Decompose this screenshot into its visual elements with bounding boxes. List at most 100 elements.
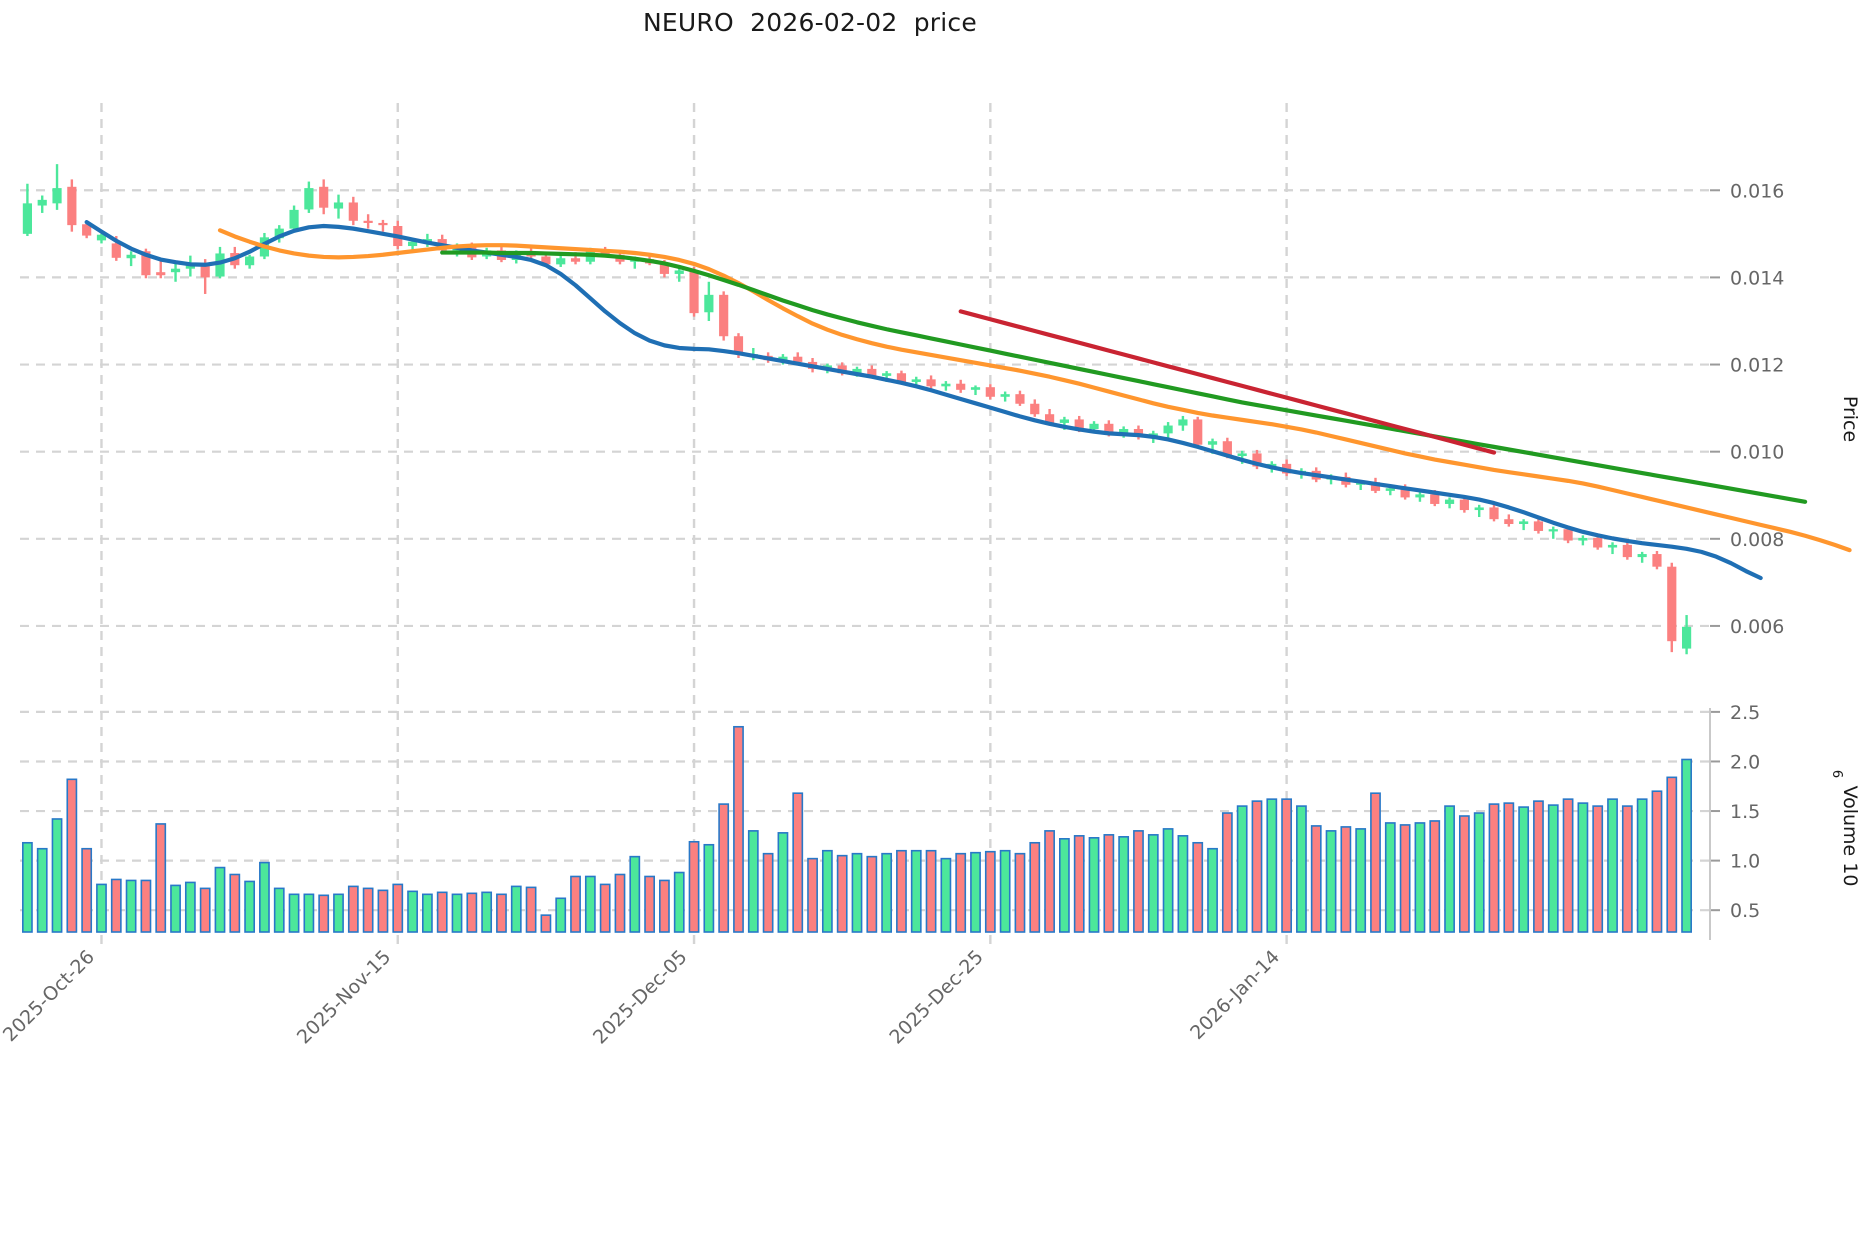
volume-bar bbox=[36, 847, 48, 933]
volume-bar bbox=[510, 885, 522, 933]
volume-bar bbox=[288, 893, 300, 933]
candle-body bbox=[200, 264, 210, 278]
volume-bar bbox=[599, 883, 611, 933]
candle-body bbox=[896, 373, 907, 382]
candle-body bbox=[1193, 419, 1203, 445]
volume-bar bbox=[703, 843, 715, 933]
volume-bar bbox=[96, 883, 107, 933]
volume-bar bbox=[836, 854, 848, 933]
volume-bar bbox=[1384, 822, 1396, 933]
price-axis-title: Price bbox=[1839, 396, 1860, 442]
volume-bar bbox=[214, 866, 226, 933]
candle-body bbox=[1652, 554, 1662, 567]
candle-body bbox=[1104, 423, 1114, 435]
volume-bar bbox=[1133, 830, 1144, 933]
volume-bar bbox=[244, 880, 256, 933]
xtick-label-group: 2025-Oct-26 bbox=[0, 946, 99, 1046]
volume-bar bbox=[1266, 798, 1278, 933]
volume-bar bbox=[1310, 825, 1322, 933]
volume-bar bbox=[777, 832, 789, 933]
volume-bar bbox=[1399, 824, 1411, 933]
candle-body bbox=[1504, 519, 1514, 524]
candle-body bbox=[1637, 554, 1647, 558]
volume-bar bbox=[881, 852, 893, 933]
candle-body bbox=[837, 365, 847, 374]
candle-body bbox=[674, 270, 684, 274]
volume-bar bbox=[362, 887, 374, 933]
xtick-label: 2025-Dec-25 bbox=[885, 946, 988, 1049]
xtick-label: 2026-Jan-14 bbox=[1186, 946, 1284, 1044]
candle-body bbox=[1163, 425, 1173, 434]
volume-bar bbox=[1414, 822, 1426, 933]
volume-bar bbox=[81, 847, 93, 933]
volume-bar bbox=[644, 875, 655, 933]
volume-bar bbox=[377, 889, 389, 933]
volume-bar bbox=[22, 841, 33, 933]
candle-body bbox=[570, 258, 581, 262]
candle-body bbox=[704, 294, 714, 313]
volume-bar bbox=[273, 887, 285, 933]
volume-bar bbox=[1118, 836, 1130, 933]
volume-bar bbox=[673, 871, 685, 933]
volume-bar bbox=[955, 852, 967, 933]
candle-body bbox=[1593, 537, 1603, 548]
volume-bar bbox=[1103, 834, 1115, 933]
volume-bar bbox=[1458, 815, 1470, 933]
candle-body bbox=[245, 256, 255, 266]
volume-bar bbox=[1577, 802, 1589, 933]
volume-bar bbox=[1429, 820, 1441, 933]
candle-body bbox=[126, 254, 136, 259]
ytick-label-volume: 2.5 bbox=[1730, 702, 1760, 724]
candle-body bbox=[1533, 521, 1544, 531]
candle-body bbox=[96, 234, 107, 241]
ma-short-blue bbox=[84, 219, 1763, 581]
candle-body bbox=[941, 383, 951, 387]
candle-body bbox=[1459, 499, 1469, 511]
volume-bar bbox=[421, 893, 433, 933]
volume-bar bbox=[229, 873, 241, 933]
volume-bar bbox=[614, 873, 626, 933]
trend-red bbox=[958, 309, 1497, 455]
volume-bar bbox=[1207, 847, 1218, 933]
volume-bar bbox=[407, 890, 418, 933]
ytick-label-volume: 1.5 bbox=[1730, 801, 1760, 823]
volume-bar bbox=[718, 803, 730, 933]
candle-body bbox=[689, 270, 699, 314]
candle-body bbox=[867, 368, 877, 376]
candle-body bbox=[659, 263, 670, 274]
candle-body bbox=[1400, 488, 1410, 498]
candle-body bbox=[911, 379, 921, 382]
volume-axis-exponent: 6 bbox=[1829, 770, 1844, 778]
volume-bar bbox=[584, 875, 596, 933]
volume-bar bbox=[659, 879, 670, 933]
candle-body bbox=[289, 209, 299, 229]
volume-bar bbox=[125, 879, 137, 933]
candle-body bbox=[1430, 494, 1440, 504]
volume-bar bbox=[1355, 828, 1367, 933]
candle-body bbox=[1074, 419, 1084, 430]
volume-bar bbox=[792, 792, 804, 933]
volume-bar bbox=[259, 861, 270, 933]
ytick-label-price: 0.012 bbox=[1730, 355, 1784, 377]
volume-bar bbox=[1073, 835, 1085, 933]
volume-bar bbox=[629, 855, 641, 933]
candle-body bbox=[1030, 403, 1040, 415]
volume-bar bbox=[1621, 805, 1633, 933]
volume-bar bbox=[1325, 830, 1337, 933]
candle-body bbox=[1682, 626, 1692, 649]
volume-bar bbox=[555, 897, 567, 933]
volume-bar bbox=[570, 875, 581, 933]
volume-bar bbox=[1562, 798, 1574, 933]
candle-body bbox=[319, 186, 329, 208]
candle-body bbox=[970, 387, 981, 390]
candle-body bbox=[1444, 499, 1455, 504]
volume-bar bbox=[970, 851, 981, 933]
volume-bar bbox=[1666, 776, 1678, 933]
candle-body bbox=[348, 202, 358, 221]
volume-bar bbox=[910, 849, 922, 933]
candle-body bbox=[1415, 494, 1425, 498]
candle-body bbox=[1089, 423, 1099, 430]
volume-bar bbox=[1147, 834, 1159, 933]
volume-bar bbox=[318, 894, 330, 933]
